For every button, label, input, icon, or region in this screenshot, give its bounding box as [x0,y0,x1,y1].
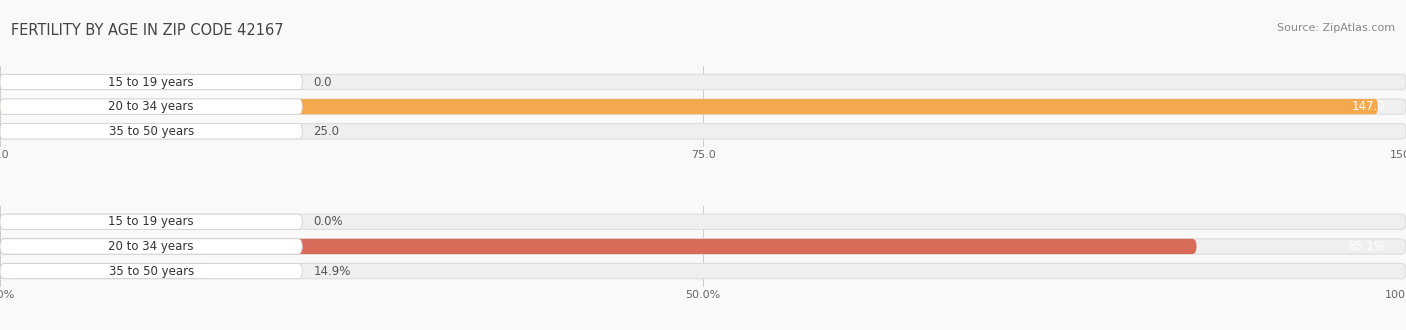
FancyBboxPatch shape [0,239,1197,254]
FancyBboxPatch shape [0,99,302,114]
FancyBboxPatch shape [0,214,1406,229]
Text: 147.0: 147.0 [1351,100,1385,113]
Text: Source: ZipAtlas.com: Source: ZipAtlas.com [1277,23,1395,33]
FancyBboxPatch shape [0,124,302,139]
Text: 15 to 19 years: 15 to 19 years [108,215,194,228]
Text: 35 to 50 years: 35 to 50 years [108,125,194,138]
FancyBboxPatch shape [0,263,1406,279]
Text: 0.0%: 0.0% [314,215,343,228]
Text: 25.0: 25.0 [314,125,339,138]
FancyBboxPatch shape [0,74,302,90]
Text: FERTILITY BY AGE IN ZIP CODE 42167: FERTILITY BY AGE IN ZIP CODE 42167 [11,23,284,38]
FancyBboxPatch shape [0,263,302,279]
Text: 15 to 19 years: 15 to 19 years [108,76,194,88]
Text: 85.1%: 85.1% [1348,240,1385,253]
FancyBboxPatch shape [0,263,209,279]
Text: 0.0: 0.0 [314,76,332,88]
Text: 14.9%: 14.9% [314,265,352,278]
Text: 20 to 34 years: 20 to 34 years [108,100,194,113]
FancyBboxPatch shape [0,99,1378,114]
FancyBboxPatch shape [0,124,1406,139]
FancyBboxPatch shape [0,124,235,139]
FancyBboxPatch shape [0,239,1406,254]
FancyBboxPatch shape [0,214,302,229]
Text: 20 to 34 years: 20 to 34 years [108,240,194,253]
FancyBboxPatch shape [0,239,302,254]
FancyBboxPatch shape [0,99,1406,114]
Text: 35 to 50 years: 35 to 50 years [108,265,194,278]
FancyBboxPatch shape [0,74,1406,90]
